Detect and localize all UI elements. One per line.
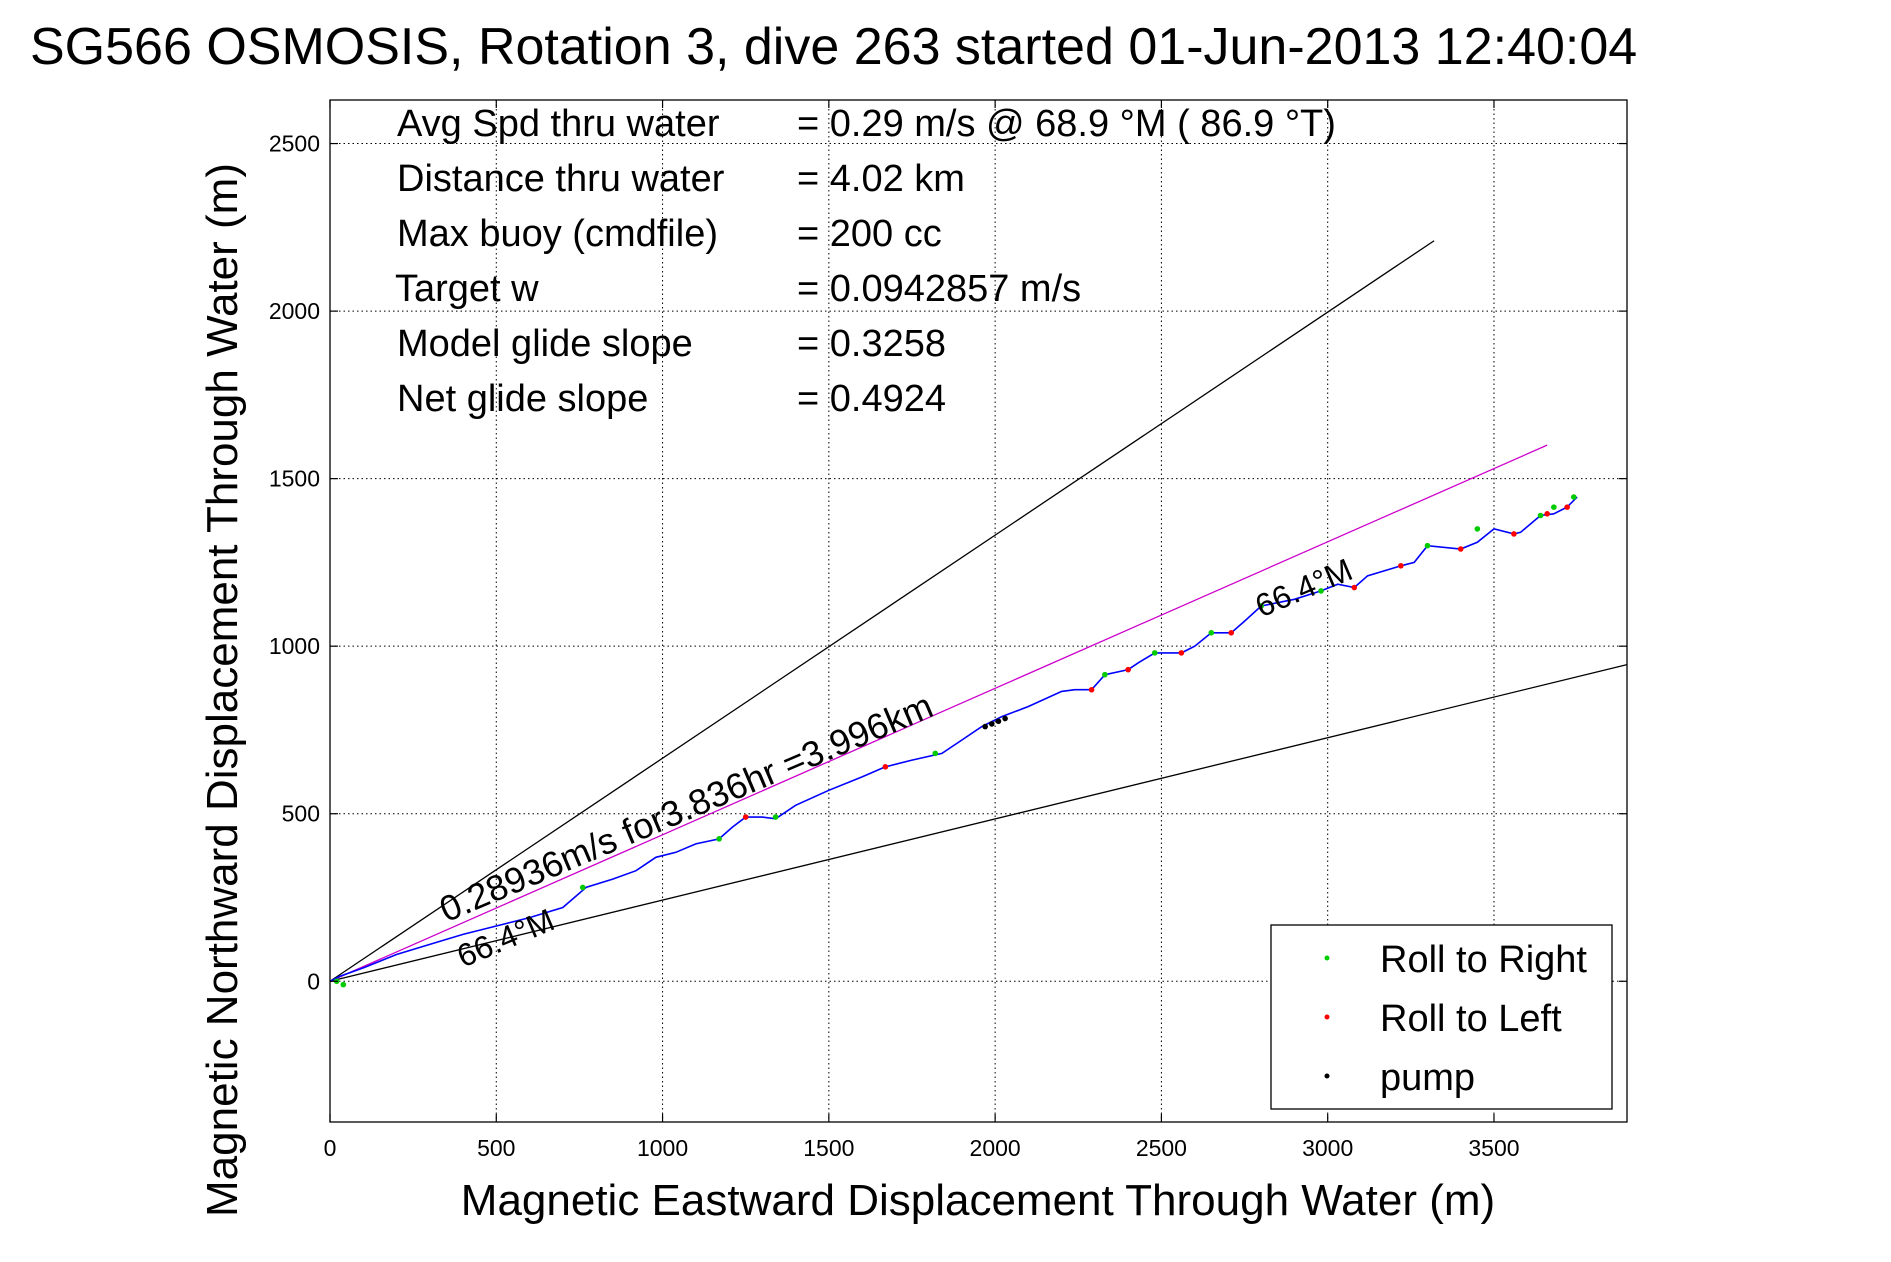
- y-tick-label: 1000: [269, 633, 320, 659]
- x-axis-label: Magnetic Eastward Displacement Through W…: [461, 1176, 1495, 1225]
- legend-label: Roll to Right: [1380, 939, 1587, 981]
- marker-roll-to-right: [932, 750, 939, 757]
- x-tick-label: 0: [324, 1135, 337, 1161]
- x-tick-label: 2000: [970, 1135, 1021, 1161]
- legend-marker: [1324, 1073, 1330, 1079]
- marker-roll-to-left: [1398, 562, 1404, 569]
- glider-track-line: [329, 496, 1578, 983]
- marker-roll-to-left: [742, 814, 749, 820]
- legend-label: pump: [1380, 1057, 1475, 1099]
- markers: [333, 494, 1577, 988]
- axes-box: [329, 99, 1628, 1123]
- marker-pump: [1002, 715, 1008, 722]
- marker-roll-to-left: [882, 764, 889, 770]
- stat-label: Distance thru water: [397, 158, 725, 200]
- marker-roll-to-left: [1228, 629, 1235, 636]
- annotation-text: 66.4°M: [1250, 551, 1358, 624]
- x-tick-label: 500: [477, 1135, 515, 1161]
- stat-label: Net glide slope: [397, 378, 648, 420]
- legend-label: Roll to Left: [1380, 998, 1562, 1040]
- x-tick-label: 1500: [803, 1135, 854, 1161]
- y-ticks: 0 500 1000 1500 2000 2500: [269, 131, 1627, 994]
- reference-lines: [329, 240, 1628, 982]
- marker-roll-to-right: [1570, 494, 1577, 500]
- reference-line-lower-bound: [329, 663, 1628, 982]
- chart-title: SG566 OSMOSIS, Rotation 3, dive 263 star…: [30, 18, 1637, 76]
- y-tick-label: 2000: [269, 298, 320, 324]
- marker-roll-to-right: [1551, 504, 1557, 510]
- stat-value: = 0.4924: [797, 378, 946, 420]
- stats-block: Avg Spd thru water = 0.29 m/s @ 68.9 °M (…: [395, 103, 1336, 420]
- marker-roll-to-left: [1457, 546, 1464, 552]
- annotation-text: 0.28936m/s for3.836hr =3.996km: [434, 685, 939, 930]
- stat-value: = 200 cc: [797, 213, 942, 255]
- marker-roll-to-right: [1474, 526, 1481, 532]
- marker-roll-to-right: [1318, 588, 1324, 594]
- stat-label: Max buoy (cmdfile): [397, 213, 718, 255]
- marker-roll-to-right: [1537, 512, 1544, 519]
- marker-roll-to-right: [1258, 603, 1264, 609]
- stat-value: = 0.0942857 m/s: [797, 268, 1081, 310]
- legend-marker: [1324, 1014, 1330, 1020]
- marker-roll-to-right: [716, 836, 722, 842]
- x-tick-label: 2500: [1136, 1135, 1187, 1161]
- x-tick-label: 3500: [1468, 1135, 1519, 1161]
- stat-label: Avg Spd thru water: [397, 103, 720, 145]
- y-axis-label: Magnetic Northward Displacement Through …: [198, 163, 247, 1217]
- marker-roll-to-right: [579, 884, 586, 891]
- marker-roll-to-right: [340, 981, 347, 988]
- x-ticks: 0 500 1000 1500 2000 2500 3000 3500: [324, 100, 1520, 1161]
- marker-roll-to-right: [1208, 629, 1215, 636]
- marker-roll-to-right: [1424, 542, 1431, 549]
- legend-marker: [1324, 955, 1330, 961]
- marker-roll-to-left: [1125, 666, 1131, 673]
- x-tick-label: 3000: [1302, 1135, 1353, 1161]
- marker-pump: [995, 718, 1002, 725]
- reference-line-upper-bound: [329, 240, 1435, 982]
- marker-pump: [989, 721, 995, 727]
- stat-value: = 0.3258: [797, 323, 946, 365]
- reference-line-net-heading: [329, 444, 1548, 982]
- stat-value: = 4.02 km: [797, 158, 965, 200]
- marker-roll-to-left: [1178, 650, 1185, 656]
- marker-roll-to-left: [1351, 584, 1358, 591]
- y-tick-label: 2500: [269, 131, 320, 157]
- x-tick-label: 1000: [637, 1135, 688, 1161]
- marker-pump: [982, 723, 988, 730]
- y-tick-label: 0: [307, 968, 320, 994]
- stat-value: = 0.29 m/s @ 68.9 °M ( 86.9 °T): [797, 103, 1336, 145]
- marker-roll-to-right: [772, 814, 779, 820]
- marker-roll-to-left: [1088, 686, 1095, 693]
- stat-label: Model glide slope: [397, 323, 693, 365]
- legend: Roll to Right Roll to Left pump: [1270, 924, 1613, 1110]
- stat-label: Target w: [395, 268, 539, 310]
- marker-roll-to-left: [1544, 511, 1550, 517]
- marker-roll-to-left: [1564, 504, 1570, 510]
- annotations: 0.28936m/s for3.836hr =3.996km66.4°M66.4…: [434, 551, 1358, 974]
- y-tick-label: 1500: [269, 466, 320, 492]
- y-tick-label: 500: [282, 801, 320, 827]
- marker-roll-to-right: [1102, 671, 1108, 678]
- marker-roll-to-left: [1511, 531, 1517, 537]
- marker-roll-to-right: [1151, 650, 1158, 656]
